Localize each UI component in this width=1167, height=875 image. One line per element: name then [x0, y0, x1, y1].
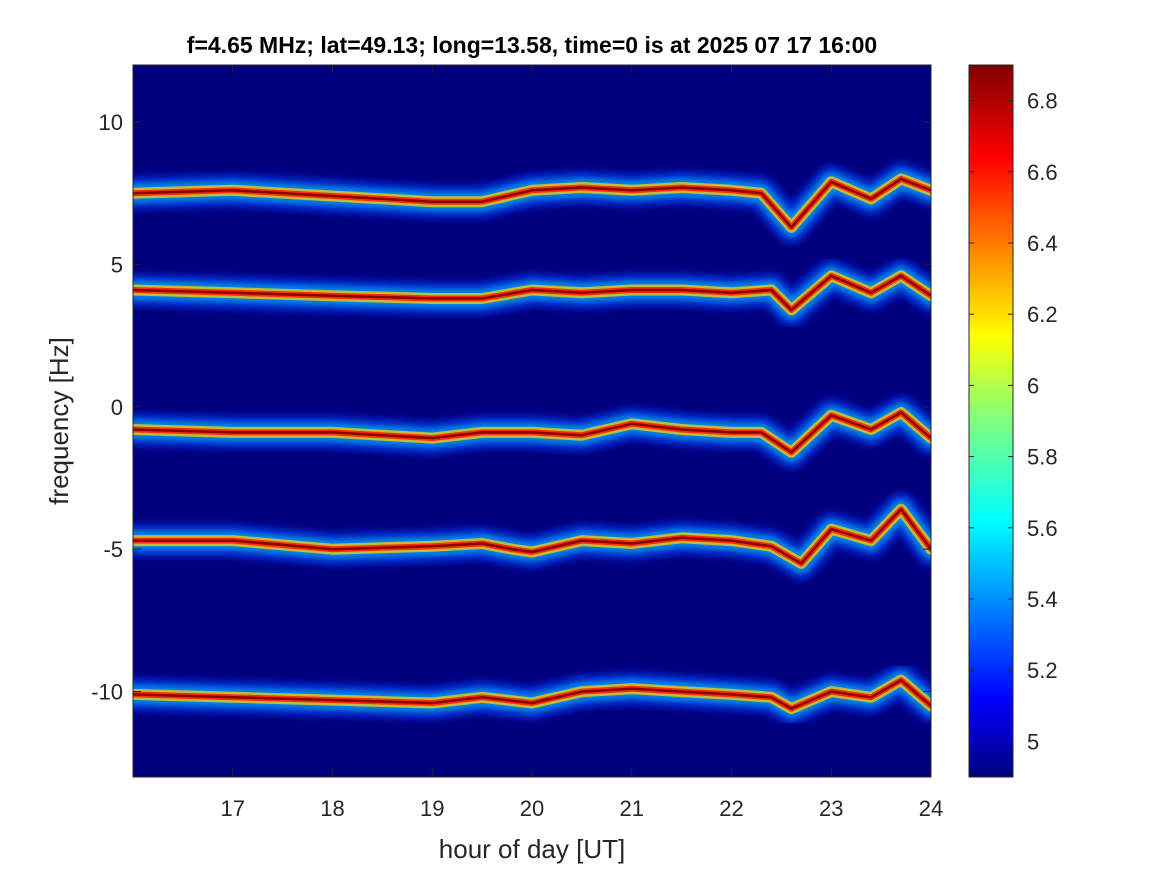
colorbar-tick-label: 6.4: [1027, 231, 1058, 256]
y-tick-label: 0: [111, 395, 123, 420]
trace-5: [133, 663, 931, 726]
colorbar-tick-label: 6: [1027, 373, 1039, 398]
trace-3-layer-5: [133, 411, 931, 454]
x-axis-label: hour of day [UT]: [439, 834, 625, 864]
y-tick-label: 10: [99, 110, 123, 135]
x-tick-label: 24: [919, 796, 943, 821]
colorbar-tick-label: 6.6: [1027, 160, 1058, 185]
spectral-traces: [133, 161, 931, 726]
colorbar-tick-label: 5.6: [1027, 516, 1058, 541]
x-tick-label: 19: [420, 796, 444, 821]
x-tick-label: 18: [320, 796, 344, 821]
y-tick-label: -5: [103, 537, 123, 562]
colorbar: [968, 64, 1014, 778]
trace-1: [133, 161, 931, 245]
x-tick-label: 22: [719, 796, 743, 821]
x-axis-ticks: 17 18 19 20 21 22 23 24: [221, 65, 943, 821]
x-tick-label: 23: [819, 796, 843, 821]
y-tick-label: -10: [91, 680, 123, 705]
y-axis-ticks: 10 5 0 -5 -10: [91, 110, 931, 705]
chart-title: f=4.65 MHz; lat=49.13; long=13.58, time=…: [187, 32, 877, 58]
trace-2: [133, 258, 931, 327]
y-axis-label: frequency [Hz]: [44, 337, 74, 505]
x-tick-label: 21: [620, 796, 644, 821]
colorbar-tick-label: 5.2: [1027, 658, 1058, 683]
colorbar-tick-label: 5.4: [1027, 587, 1058, 612]
colorbar-tick-label: 6.8: [1027, 89, 1058, 114]
colorbar-tick-label: 6.2: [1027, 302, 1058, 327]
trace-1-layer-5: [133, 177, 931, 229]
trace-3: [133, 395, 931, 470]
trace-4-layer-5: [133, 508, 931, 565]
colorbar-tick-label: 5.8: [1027, 445, 1058, 470]
colorbar-ticks: 5 5.2 5.4 5.6 5.8 6 6.2 6.4 6.6 6.8: [969, 89, 1058, 754]
x-tick-label: 17: [221, 796, 245, 821]
colorbar-tick-label: 5: [1027, 729, 1039, 754]
trace-2-layer-5: [133, 274, 931, 312]
trace-5-layer-5: [133, 678, 931, 710]
y-tick-label: 5: [111, 252, 123, 277]
x-tick-label: 20: [520, 796, 544, 821]
trace-4: [133, 492, 931, 581]
